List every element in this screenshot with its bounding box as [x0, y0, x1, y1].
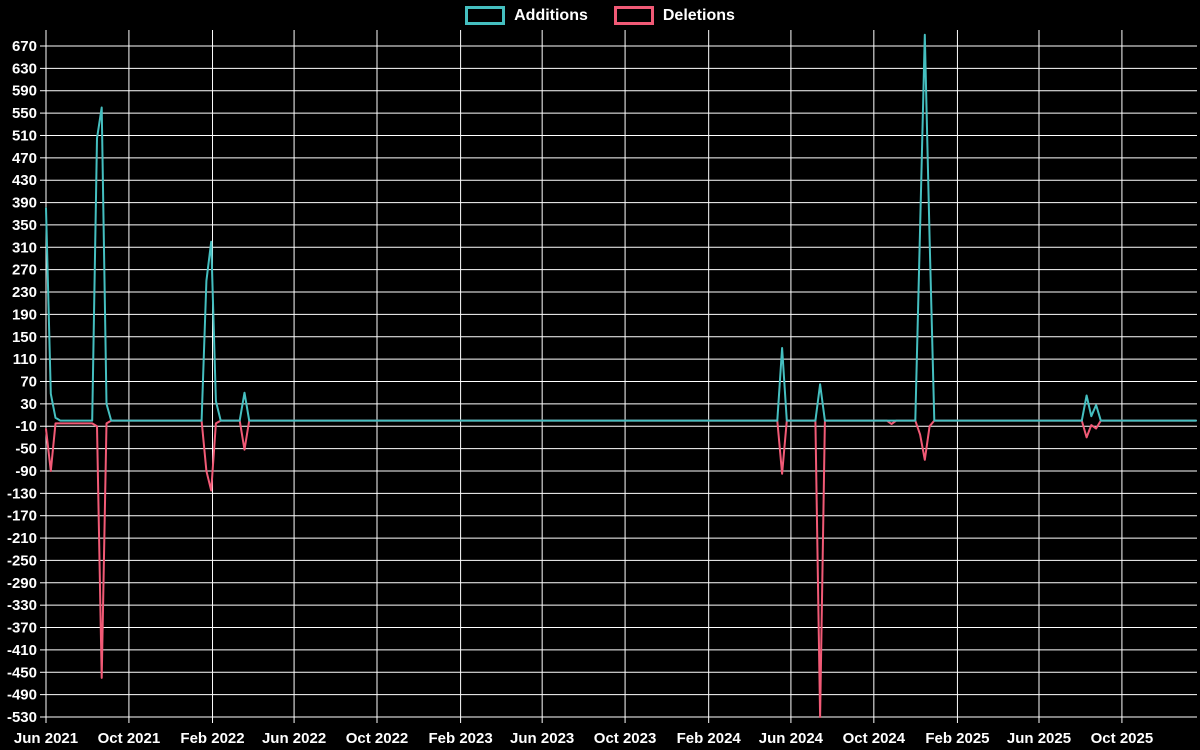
- y-tick-label: 590: [12, 83, 37, 100]
- x-axis-labels: Jun 2021 Oct 2021 Feb 2022 Jun 2022 Oct 2022…: [14, 730, 1153, 747]
- y-tick-label: -90: [15, 463, 37, 480]
- y-grid: [40, 45, 1197, 718]
- x-tick-label: Feb 2022: [180, 730, 244, 747]
- x-tick-label: Jun 2025: [1007, 730, 1071, 747]
- y-tick-label: 430: [12, 172, 37, 189]
- y-tick-label: -250: [7, 552, 37, 569]
- y-tick-label: -370: [7, 620, 37, 637]
- y-tick-label: 550: [12, 105, 37, 122]
- x-tick-label: Feb 2023: [428, 730, 492, 747]
- y-tick-label: -130: [7, 485, 37, 502]
- y-tick-label: -10: [15, 418, 37, 435]
- legend-item-deletions[interactable]: Deletions: [613, 6, 735, 25]
- y-tick-label: -290: [7, 575, 37, 592]
- y-tick-label: 190: [12, 306, 37, 323]
- x-tick-label: Feb 2024: [677, 730, 742, 747]
- x-tick-label: Oct 2023: [594, 730, 657, 747]
- additions-swatch-icon: [465, 6, 506, 25]
- x-tick-label: Jun 2023: [510, 730, 574, 747]
- y-tick-label: -210: [7, 530, 37, 547]
- y-tick-label: 270: [12, 262, 37, 279]
- x-grid: [45, 30, 1123, 723]
- y-tick-label: 350: [12, 217, 37, 234]
- y-tick-label: -490: [7, 687, 37, 704]
- y-tick-label: -330: [7, 597, 37, 614]
- x-tick-label: Jun 2021: [14, 730, 78, 747]
- x-tick-label: Oct 2024: [843, 730, 906, 747]
- additions-line: [45, 33, 1197, 422]
- y-tick-label: 510: [12, 127, 37, 144]
- y-tick-label: 630: [12, 60, 37, 77]
- y-tick-label: -530: [7, 709, 37, 726]
- x-tick-label: Oct 2025: [1091, 730, 1154, 747]
- legend-item-additions[interactable]: Additions: [465, 6, 588, 25]
- y-tick-label: -170: [7, 508, 37, 525]
- y-tick-label: 310: [12, 239, 37, 256]
- legend-label-deletions: Deletions: [662, 6, 735, 24]
- y-tick-label: -50: [15, 441, 37, 458]
- x-tick-label: Oct 2022: [346, 730, 409, 747]
- y-tick-label: 670: [12, 38, 37, 55]
- deletions-swatch-icon: [613, 6, 654, 25]
- y-tick-label: 70: [20, 374, 37, 391]
- y-tick-label: 150: [12, 329, 37, 346]
- y-tick-label: 230: [12, 284, 37, 301]
- y-tick-label: 390: [12, 195, 37, 212]
- y-tick-label: 110: [13, 351, 37, 368]
- x-tick-label: Jun 2024: [759, 730, 824, 747]
- legend-label-additions: Additions: [514, 6, 588, 24]
- y-tick-label: -410: [7, 642, 37, 659]
- y-axis-labels: 670 630 590 550 510 470 430 390 350 310 270 230 190 1…: [7, 38, 37, 726]
- y-tick-label: 470: [12, 150, 37, 167]
- chart-legend: Additions Deletions: [0, 6, 1200, 25]
- x-tick-label: Feb 2025: [925, 730, 989, 747]
- y-tick-label: -450: [7, 664, 37, 681]
- x-tick-label: Oct 2021: [98, 730, 161, 747]
- y-tick-label: 30: [20, 396, 37, 413]
- x-tick-label: Jun 2022: [262, 730, 326, 747]
